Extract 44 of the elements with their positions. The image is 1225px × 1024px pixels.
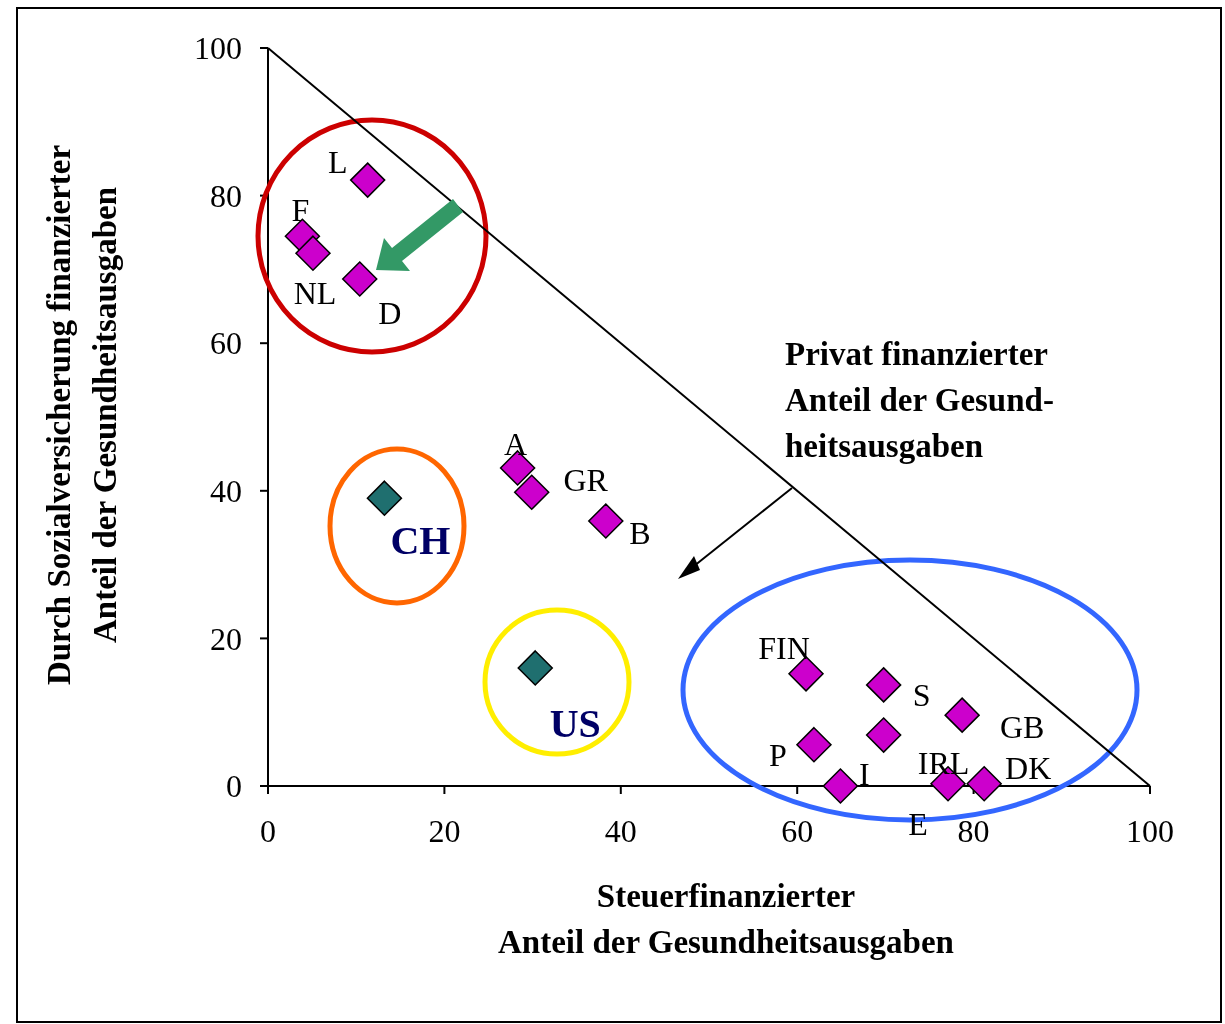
annotation: S [912, 677, 931, 714]
point [517, 650, 553, 686]
annotation: CH [390, 518, 451, 564]
annotation: FIN [758, 630, 810, 667]
annotation: I [859, 756, 870, 793]
point [341, 261, 378, 297]
point [865, 667, 902, 703]
annotation: P [769, 736, 787, 773]
point [513, 474, 550, 511]
y-tick-label: 0 [226, 768, 242, 805]
x-tick-label: 20 [428, 813, 461, 849]
y-tick-label: 60 [210, 325, 242, 362]
annotation: L [327, 144, 348, 181]
annotation: A [504, 426, 528, 463]
annotation: GB [999, 709, 1045, 746]
point [944, 697, 980, 733]
point [349, 162, 386, 198]
x-tick-label: 80 [957, 813, 990, 849]
point [822, 768, 859, 804]
x-tick-label: 0 [260, 813, 276, 849]
y-tick-label: 40 [210, 473, 242, 509]
point [588, 503, 624, 539]
annotation: F [291, 192, 310, 229]
annotation: IRL [917, 745, 970, 782]
annotation: B [629, 515, 651, 552]
y-axis-title: Durch Sozialversicherung finanzierter Anteil der Gesundheitsausgaben [41, 144, 123, 686]
point [865, 717, 902, 753]
y-tick-label: 20 [210, 620, 242, 657]
annotation: DK [1005, 749, 1052, 786]
annotation: D [378, 295, 402, 332]
x-axis-title: Steuerfinanzierter Anteil der Gesundheitsausgaben [498, 878, 954, 960]
annotation: NL [293, 275, 337, 312]
point [796, 726, 832, 763]
y-tick-label: 100 [194, 30, 242, 67]
x-tick-label: 60 [781, 813, 814, 849]
x-tick-label: 40 [604, 813, 637, 849]
annotation: US [549, 700, 601, 746]
point [295, 235, 331, 271]
x-tick-label: 100 [1126, 813, 1174, 849]
point [366, 480, 403, 516]
annotation: Privat finanzierter Anteil der Gesund- heitsausgaben [785, 336, 1054, 464]
y-tick-label: 80 [210, 177, 242, 214]
point [966, 766, 1002, 802]
annotation: GR [563, 462, 609, 499]
